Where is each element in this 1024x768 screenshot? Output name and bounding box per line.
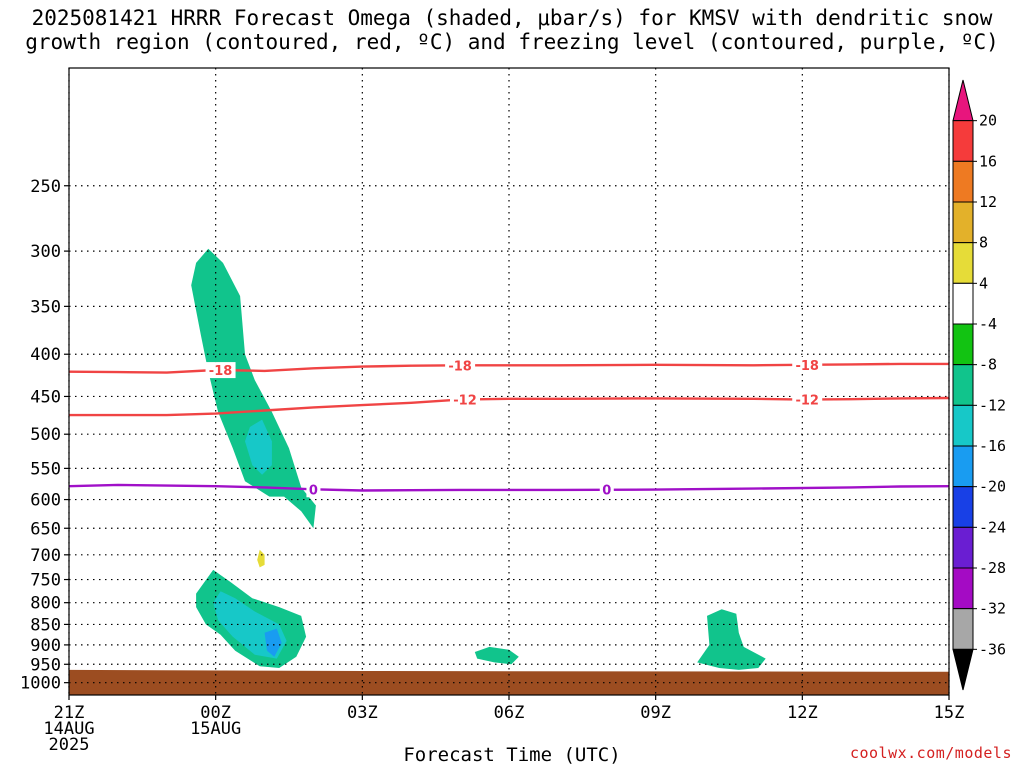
omega-region-4 (909, 262, 935, 317)
y-tick-label-400: 400 (30, 345, 61, 365)
colorbar-tick-label-0: 20 (979, 112, 997, 130)
colorbar-segment-5 (952, 282, 974, 325)
y-tick-label-900: 900 (30, 636, 61, 656)
y-tick-label-750: 750 (30, 571, 61, 591)
colorbar-tick-label-2: 12 (979, 193, 997, 211)
y-tick-label-1000: 1000 (20, 674, 61, 694)
contour-label-bg (445, 357, 476, 374)
colorbar-tick-label-3: 8 (979, 234, 988, 252)
y-tick-label-600: 600 (30, 491, 61, 511)
omega-region-5 (240, 533, 294, 578)
y-tick-label-350: 350 (30, 297, 61, 317)
contour-label-0-2: -18 (795, 359, 819, 374)
contour-label-bg (599, 481, 614, 498)
x-tick-label-9-0: 06Z (494, 703, 525, 723)
colorbar-segment-7 (952, 364, 974, 406)
omega-region-12 (264, 628, 282, 657)
y-tick-label-450: 450 (30, 387, 61, 407)
omega-region-13 (474, 646, 519, 665)
y-tick-label-800: 800 (30, 594, 61, 614)
y-tick-label-850: 850 (30, 615, 61, 635)
colorbar-segment-3 (952, 201, 974, 244)
x-tick-label-15-0: 12Z (787, 703, 818, 723)
colorbar-top-arrow (952, 79, 974, 122)
contour-label-bg (450, 391, 480, 408)
contour-label-0-1: -18 (448, 359, 472, 374)
y-tick-label-650: 650 (30, 519, 61, 539)
colorbar-tick-label-6: -8 (979, 356, 997, 374)
omega-region-3 (667, 219, 685, 336)
colorbar-tick-label-7: -12 (979, 396, 1006, 414)
contour-label-1-1: -12 (795, 394, 819, 409)
contour-label-bg (205, 362, 236, 379)
colorbar-segment-6 (952, 323, 974, 366)
x-tick-label-6-0: 03Z (347, 703, 378, 723)
colorbar-tick-label-11: -28 (979, 559, 1006, 577)
contour-line-2 (69, 483, 949, 492)
colorbar-tick-label-9: -20 (979, 478, 1006, 496)
contour-line-0 (69, 362, 949, 374)
colorbar-tick-label-1: 16 (979, 152, 997, 170)
colorbar-segment-2 (952, 160, 974, 203)
contour-label-bg (306, 481, 321, 498)
colorbar-segment-10 (952, 486, 974, 528)
chart-title: 2025081421 HRRR Forecast Omega (shaded, … (25, 6, 999, 54)
y-tick-label-550: 550 (30, 459, 61, 479)
contour-label-bg (792, 356, 823, 373)
contour-label-bg (792, 391, 823, 408)
omega-region-0 (191, 248, 316, 529)
contour-label-2-1: 0 (602, 484, 611, 499)
omega-region-6 (257, 549, 265, 568)
omega-region-9 (198, 654, 214, 668)
y-tick-label-950: 950 (30, 655, 61, 675)
colorbar-tick-label-5: -4 (979, 315, 997, 333)
credit-text: coolwx.com/models (849, 744, 1012, 762)
y-tick-label-300: 300 (30, 242, 61, 262)
colorbar-segment-13 (952, 608, 974, 650)
x-tick-label-18-0: 15Z (934, 703, 965, 723)
colorbar-segment-1 (952, 120, 974, 162)
colorbar-segment-12 (952, 567, 974, 610)
x-tick-label-3-0: 00Z (200, 703, 231, 723)
y-tick-label-500: 500 (30, 425, 61, 445)
colorbar-bottom-arrow (952, 648, 974, 691)
colorbar-tick-label-4: 4 (979, 274, 988, 292)
y-tick-label-250: 250 (30, 177, 61, 197)
omega-region-8 (543, 628, 566, 644)
omega-region-7 (359, 572, 392, 647)
contour-label-2-0: 0 (309, 483, 318, 498)
colorbar-segment-9 (952, 445, 974, 488)
y-tick-label-700: 700 (30, 546, 61, 566)
colorbar-tick-label-10: -24 (979, 518, 1006, 536)
colorbar-segment-4 (952, 242, 974, 284)
colorbar-tick-label-8: -16 (979, 437, 1006, 455)
x-tick-label-3-1: 15AUG (190, 719, 241, 739)
contour-label-0-0: -18 (209, 364, 233, 379)
x-axis-label: Forecast Time (UTC) (403, 744, 621, 766)
colorbar-tick-label-12: -32 (979, 600, 1006, 618)
terrain-fill (69, 669, 949, 695)
colorbar-tick-label-13: -36 (979, 640, 1006, 658)
omega-region-2 (352, 159, 429, 506)
x-tick-label-0-2: 2025 (49, 735, 90, 755)
x-tick-label-0-0: 21Z (54, 703, 85, 723)
omega-region-14 (697, 609, 766, 670)
omega-region-1 (245, 419, 272, 475)
x-tick-label-12-0: 09Z (640, 703, 671, 723)
x-tick-label-0-1: 14AUG (43, 719, 94, 739)
contour-label-1-0: -12 (453, 394, 477, 409)
colorbar-segment-11 (952, 526, 974, 569)
colorbar-segment-8 (952, 404, 974, 447)
